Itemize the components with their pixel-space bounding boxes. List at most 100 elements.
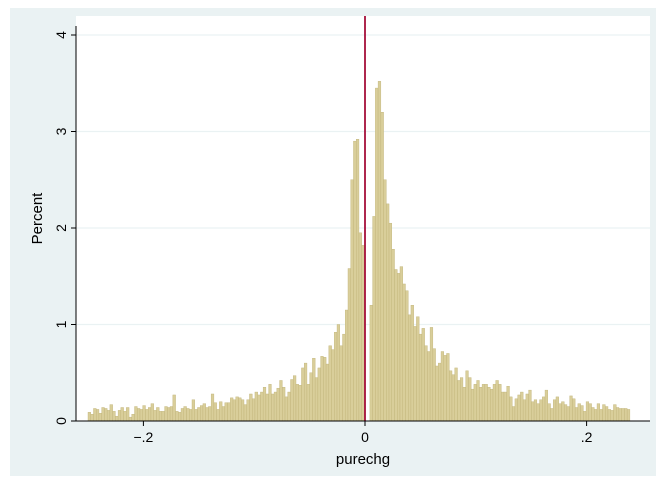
histogram-bar xyxy=(479,387,483,422)
histogram-bar xyxy=(391,249,395,422)
histogram-bar xyxy=(148,407,152,422)
histogram-bar xyxy=(320,356,324,422)
histogram-bar xyxy=(356,139,360,422)
histogram-bar xyxy=(490,388,494,422)
histogram-bar xyxy=(142,405,146,422)
histogram-bar xyxy=(583,411,587,422)
histogram-bar xyxy=(416,316,420,422)
histogram-bar xyxy=(353,140,357,422)
histogram-bar xyxy=(200,405,204,422)
histogram-bar xyxy=(161,411,165,422)
histogram-bar xyxy=(511,406,516,422)
histogram-bar xyxy=(522,399,527,422)
histogram-bar xyxy=(449,370,453,422)
histogram-bar xyxy=(580,405,584,422)
histogram-bar xyxy=(457,380,461,422)
histogram-bar xyxy=(481,384,486,422)
histogram-bar xyxy=(386,203,390,422)
histogram-bar xyxy=(123,411,127,422)
histogram-bar xyxy=(509,396,513,422)
histogram-bar xyxy=(495,380,499,422)
axes xyxy=(75,26,650,422)
histogram-bar xyxy=(394,269,398,422)
histogram-bar xyxy=(484,384,488,422)
histogram-bar xyxy=(542,396,546,422)
histogram-bar xyxy=(265,393,269,422)
histogram-bar xyxy=(189,409,193,422)
histogram-bar xyxy=(298,385,302,422)
histogram-bar xyxy=(279,380,283,422)
histogram-bar xyxy=(429,327,434,422)
histogram-bar xyxy=(306,384,310,422)
histogram-bar xyxy=(284,396,288,422)
histogram-bar xyxy=(624,408,628,422)
histogram-bar xyxy=(156,407,160,422)
histogram-bar xyxy=(150,403,154,422)
histogram-bar xyxy=(408,314,412,422)
histogram-bar xyxy=(605,406,609,422)
histogram-bar xyxy=(205,407,209,422)
histogram-bar xyxy=(235,396,239,422)
histogram-bar xyxy=(410,305,414,422)
histogram-bar xyxy=(197,407,201,422)
histogram-bar xyxy=(375,87,379,422)
histogram-bar xyxy=(438,362,442,422)
histogram-bar xyxy=(585,401,590,422)
histogram-bar xyxy=(402,283,406,422)
histogram-bar xyxy=(465,370,469,422)
histogram-bar xyxy=(115,415,119,422)
histogram-bar xyxy=(175,411,179,422)
histogram-bar xyxy=(377,81,382,422)
histogram-bar xyxy=(528,389,532,422)
histogram-bar xyxy=(317,367,321,422)
histogram-bar xyxy=(596,403,600,422)
histogram-bar xyxy=(276,387,280,422)
histogram-bar xyxy=(361,245,365,422)
histogram-bar xyxy=(602,404,606,422)
histogram-bar xyxy=(342,333,346,422)
histogram-bar xyxy=(473,384,477,422)
histogram-bar xyxy=(301,367,305,422)
histogram-bar xyxy=(230,397,234,422)
histogram-bar xyxy=(312,358,316,422)
histogram-bar xyxy=(145,409,149,422)
histogram-bar xyxy=(446,353,450,422)
histogram-bar xyxy=(547,403,551,422)
histogram-bar xyxy=(167,407,171,422)
histogram-bar xyxy=(525,393,529,422)
histogram-bar xyxy=(397,273,401,422)
histogram-bar xyxy=(323,357,327,422)
histogram-bar xyxy=(219,401,223,422)
histogram-bar xyxy=(98,413,102,422)
histogram-bar xyxy=(572,398,576,422)
histogram-bar xyxy=(210,393,215,422)
histogram-bar xyxy=(531,401,535,422)
histogram-bar xyxy=(380,111,384,422)
histogram-bar xyxy=(454,367,458,422)
histogram-bar xyxy=(468,377,472,422)
histogram-bar xyxy=(290,379,294,422)
histogram-bar xyxy=(566,406,570,422)
histogram-bar xyxy=(93,408,97,422)
histogram-bar xyxy=(183,406,187,422)
histogram-bar xyxy=(553,399,557,422)
histogram-bar xyxy=(533,399,538,422)
histogram-bar xyxy=(186,408,190,422)
histogram-bar xyxy=(304,362,308,422)
histogram-bar xyxy=(443,355,447,422)
histogram-bar xyxy=(427,351,431,422)
histogram-bar xyxy=(358,232,362,422)
histogram-bar xyxy=(388,222,392,422)
histogram-bar xyxy=(421,328,425,422)
histogram-bar xyxy=(506,386,510,422)
histogram-bar xyxy=(476,380,480,422)
histogram-bar xyxy=(492,384,496,422)
histogram-bar xyxy=(243,404,247,422)
y-tick-label-3: 3 xyxy=(53,127,69,135)
histogram-bar xyxy=(594,409,598,422)
histogram-bar xyxy=(615,407,620,422)
histogram-bar xyxy=(262,387,267,422)
histogram-bar xyxy=(257,394,261,422)
histogram-bar xyxy=(588,403,592,422)
histogram-bar xyxy=(424,345,428,422)
